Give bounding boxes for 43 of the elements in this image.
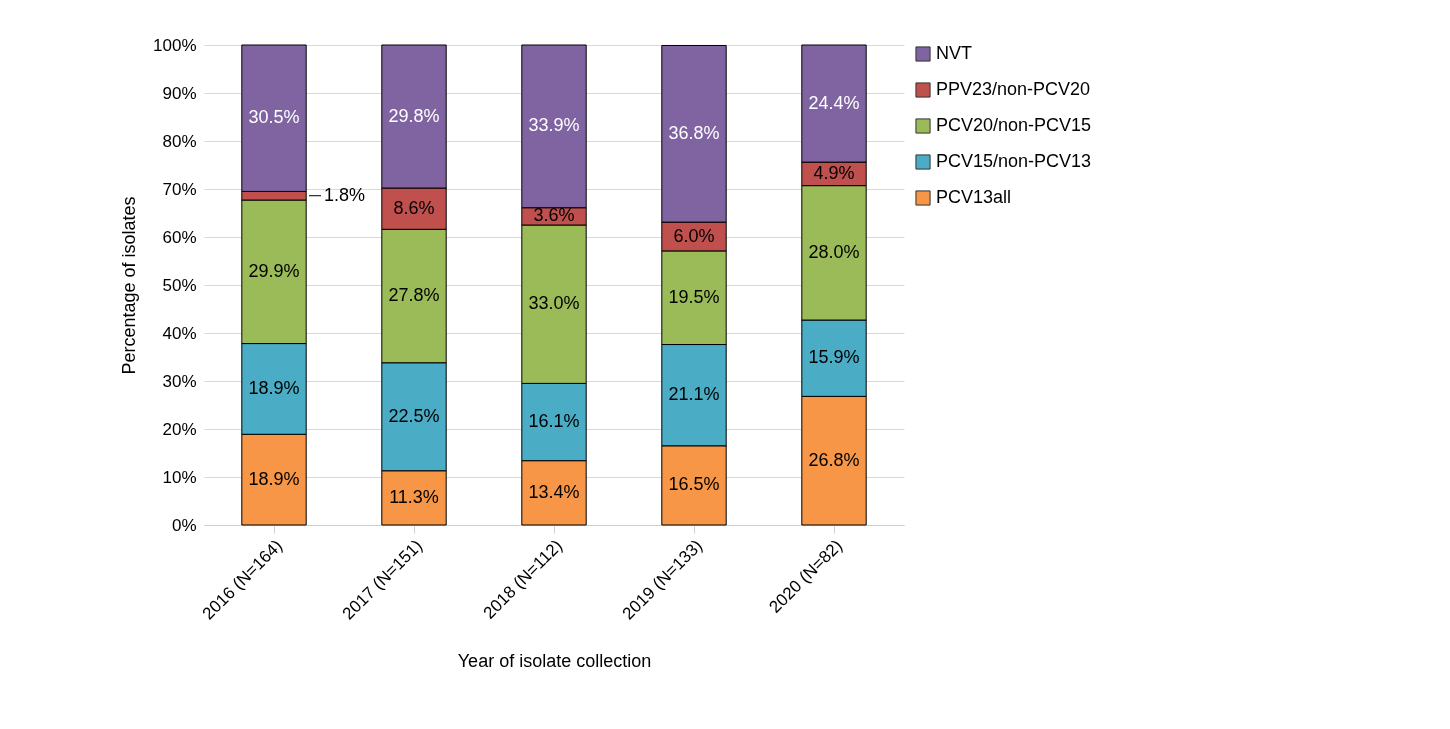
data-label: 29.8%	[388, 105, 440, 126]
data-label: 18.9%	[248, 468, 300, 489]
data-label: 8.6%	[393, 197, 435, 218]
data-label: 1.8%	[324, 184, 366, 205]
data-label: 36.8%	[668, 122, 720, 143]
y-tick-label: 0%	[171, 515, 197, 535]
y-tick-label: 10%	[162, 467, 197, 487]
legend-label: NVT	[936, 43, 972, 63]
y-axis-title: Percentage of isolates	[119, 196, 140, 375]
data-label: 27.8%	[388, 285, 440, 306]
data-label: 16.5%	[668, 474, 720, 495]
legend-label: PCV15/non-PCV13	[936, 151, 1092, 171]
y-tick-label: 30%	[162, 371, 197, 391]
y-tick-label: 70%	[162, 179, 197, 199]
data-label: 33.0%	[528, 293, 580, 314]
data-label: 6.0%	[673, 225, 715, 246]
data-label: 19.5%	[668, 286, 720, 307]
data-label: 30.5%	[248, 107, 300, 128]
x-axis-title: Year of isolate collection	[457, 650, 652, 671]
data-label: 29.9%	[248, 260, 300, 281]
data-label: 22.5%	[388, 405, 440, 426]
data-label: 24.4%	[808, 92, 860, 113]
data-label: 11.3%	[389, 486, 439, 507]
y-tick-label: 80%	[162, 131, 197, 151]
y-tick-label: 20%	[162, 419, 197, 439]
legend-label: PPV23/non-PCV20	[936, 79, 1091, 99]
legend-label: PCV20/non-PCV15	[936, 115, 1092, 135]
y-tick-label: 40%	[162, 323, 197, 343]
data-label: 13.4%	[528, 481, 580, 502]
data-label: 4.9%	[813, 162, 855, 183]
data-label: 3.6%	[533, 205, 575, 226]
y-tick-label: 60%	[162, 227, 197, 247]
data-label: 33.9%	[528, 115, 580, 136]
data-label: 28.0%	[808, 241, 860, 262]
y-tick-label: 50%	[162, 275, 197, 295]
data-label: 21.1%	[668, 384, 720, 405]
y-tick-label: 90%	[162, 83, 197, 103]
legend-label: PCV13all	[936, 187, 1012, 207]
data-label: 18.9%	[248, 377, 300, 398]
data-label: 16.1%	[528, 411, 580, 432]
data-label: 15.9%	[808, 347, 860, 368]
y-tick-label: 100%	[153, 35, 197, 55]
data-label: 26.8%	[808, 449, 860, 470]
